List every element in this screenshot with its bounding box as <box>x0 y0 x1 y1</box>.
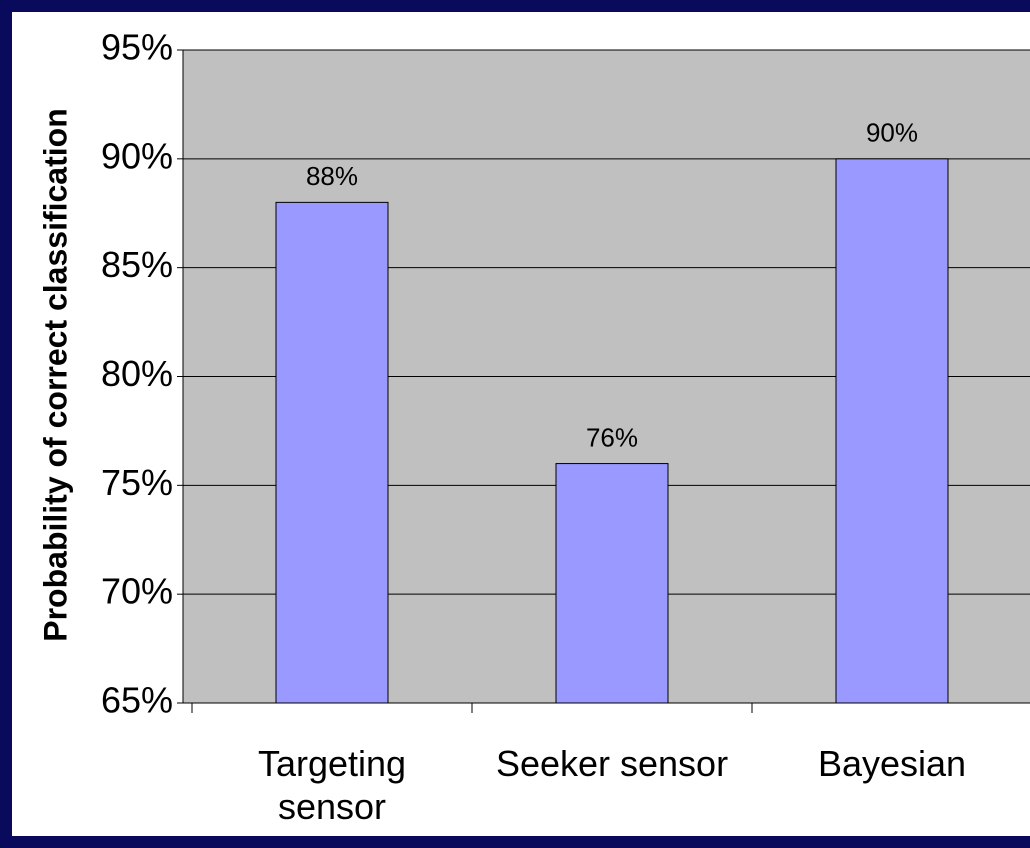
x-tick-label: Bayesian <box>817 743 967 784</box>
data-label: 76% <box>586 422 638 452</box>
y-tick-label: 80% <box>101 353 173 394</box>
y-tick-label: 85% <box>101 244 173 285</box>
chart-frame: Probability of correct classification 65… <box>12 12 1030 836</box>
y-axis-title: Probability of correct classification <box>37 108 73 641</box>
data-label: 88% <box>306 161 358 191</box>
bar <box>555 463 669 704</box>
x-tick-label: Seeker sensor <box>495 743 729 784</box>
y-tick-label: 65% <box>101 680 173 721</box>
bar <box>835 158 949 704</box>
data-label: 90% <box>866 118 918 148</box>
x-tick-label: Targeting sensor <box>257 743 407 828</box>
bar <box>275 201 389 704</box>
y-tick-label: 75% <box>101 462 173 503</box>
y-tick-label: 70% <box>101 571 173 612</box>
y-tick-label: 95% <box>101 27 173 68</box>
y-tick-label: 90% <box>101 135 173 176</box>
chart: Probability of correct classification 65… <box>37 27 1030 721</box>
